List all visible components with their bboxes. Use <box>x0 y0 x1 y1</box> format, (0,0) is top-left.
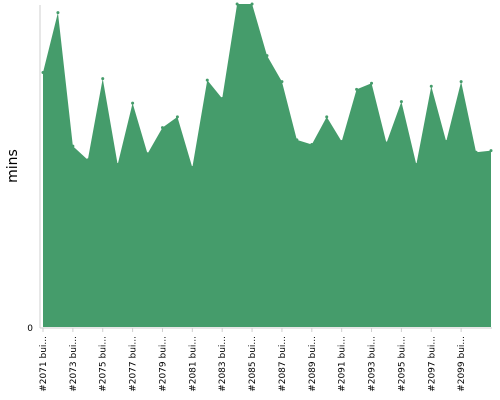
data-point <box>131 101 135 105</box>
x-tick-label: #2083 bui... <box>218 336 228 392</box>
data-point <box>190 166 194 170</box>
data-point <box>235 2 239 6</box>
data-point <box>414 162 418 166</box>
data-point <box>101 77 105 81</box>
data-point <box>370 81 374 85</box>
x-tick-label: #2095 bui... <box>397 336 407 392</box>
data-point <box>489 149 493 153</box>
data-point <box>146 152 150 156</box>
data-point <box>325 115 329 119</box>
data-point <box>250 2 254 6</box>
data-point <box>340 139 344 143</box>
data-point <box>399 100 403 104</box>
data-point <box>459 80 463 84</box>
data-point <box>205 78 209 82</box>
data-point <box>71 144 75 148</box>
x-tick-label: #2073 bui... <box>69 336 79 392</box>
x-tick-label: #2071 bui... <box>39 336 49 392</box>
data-point <box>175 115 179 119</box>
x-tick-label: #2099 bui... <box>457 336 467 392</box>
data-point <box>474 150 478 154</box>
x-tick-labels: #2071 bui... #2073 bui... #2075 bui... #207… <box>39 328 467 392</box>
data-point <box>86 158 90 162</box>
x-tick-label: #2075 bui... <box>99 336 109 392</box>
x-tick-label: #2091 bui... <box>338 336 348 392</box>
x-tick-label: #2093 bui... <box>368 336 378 392</box>
data-point <box>444 139 448 143</box>
y-axis-title: mins <box>5 149 21 183</box>
x-tick-label: #2077 bui... <box>129 336 139 392</box>
data-point <box>355 87 359 91</box>
data-point <box>41 70 45 74</box>
data-point <box>384 141 388 145</box>
data-point <box>160 126 164 130</box>
data-point <box>220 97 224 101</box>
x-tick-label: #2079 bui... <box>158 336 168 392</box>
data-point <box>116 162 120 166</box>
x-tick-label: #2081 bui... <box>188 336 198 392</box>
x-tick-label: #2085 bui... <box>248 336 258 392</box>
plot-area <box>41 2 493 327</box>
data-point <box>310 143 314 147</box>
area-series <box>43 4 491 327</box>
x-tick-label: #2087 bui... <box>278 336 288 392</box>
y-tick-label-0: 0 <box>27 324 33 334</box>
x-tick-label: #2089 bui... <box>308 336 318 392</box>
data-point <box>280 80 284 84</box>
data-point <box>295 138 299 142</box>
x-tick-label: #2097 bui... <box>427 336 437 392</box>
data-point <box>265 54 269 58</box>
data-point <box>56 11 60 15</box>
data-point <box>429 84 433 88</box>
